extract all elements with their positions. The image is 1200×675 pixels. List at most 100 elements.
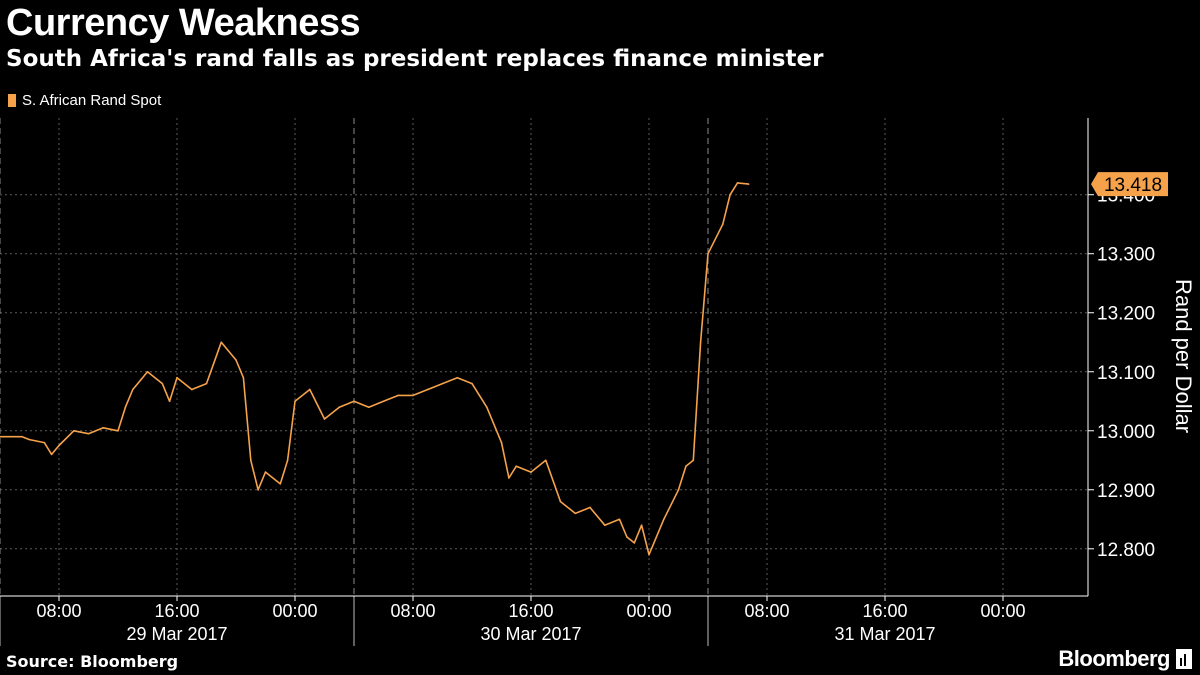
data-point [286,459,289,462]
gridlines [0,118,1088,596]
axes [0,118,1094,646]
data-point [456,376,459,379]
data-point [0,435,1,438]
brand-logo-text: Bloomberg [1058,646,1170,671]
data-point [146,370,149,373]
data-point [294,400,296,403]
data-point [367,406,370,408]
data-point [618,518,621,521]
x-day-label: 30 Mar 2017 [480,624,581,644]
data-point [242,376,245,379]
x-day-label: 29 Mar 2017 [126,624,227,644]
legend-label: S. African Rand Spot [22,92,162,109]
x-tick-label: 00:00 [626,601,671,621]
last-value-label: 13.418 [1104,175,1162,196]
data-point [102,427,105,429]
data-point [677,488,680,491]
data-point [235,359,237,361]
x-tick-label: 16:00 [862,601,907,621]
data-point [87,432,90,435]
brand: Bloomberg [1058,646,1192,672]
data-point [21,435,23,438]
data-point [633,542,636,544]
data-point [72,429,75,432]
x-day-label: 31 Mar 2017 [834,624,935,644]
x-tick-label: 08:00 [36,601,81,621]
data-point [603,524,606,526]
data-point [205,382,208,385]
data-point [353,400,355,403]
y-tick-label: 13.100 [1097,363,1155,384]
data-point [662,518,665,521]
legend: S. African Rand Spot [8,92,161,109]
y-tick-label: 12.900 [1097,481,1155,502]
data-point [338,406,341,408]
chart-subtitle: South Africa's rand falls as president r… [6,46,824,72]
data-point [117,429,119,432]
data-point [161,382,164,385]
x-tick-label: 16:00 [508,601,553,621]
last-value-callout: 13.418 [1091,172,1168,197]
data-point [176,376,178,379]
x-tick-label: 16:00 [154,601,199,621]
data-point [412,394,414,397]
data-point [589,506,591,509]
data-point [124,406,127,408]
data-point [515,465,518,467]
data-point [544,459,547,462]
brand-mark-icon [1176,649,1192,669]
data-point [323,418,326,420]
series-line [0,182,749,556]
data-point [168,400,171,403]
x-tick-label: 00:00 [272,601,317,621]
chart-title: Currency Weakness [6,2,361,44]
data-point [441,382,444,385]
data-point [28,438,31,441]
data-point [736,182,739,184]
data-point [500,441,503,444]
data-point [530,471,532,473]
y-axis-title: Rand per Dollar [1171,279,1196,433]
data-point [648,553,650,556]
data-point [729,193,731,196]
data-point [58,444,60,447]
data-point [692,459,695,462]
data-point [397,394,400,397]
last-value-tag [1091,172,1168,197]
data-point [264,471,267,473]
data-point [190,388,193,391]
data-point [50,453,53,456]
x-tick-label: 08:00 [390,601,435,621]
data-point [43,441,46,444]
y-tick-label: 12.800 [1097,540,1155,561]
y-tick-label: 13.200 [1097,304,1155,325]
data-point [747,183,750,185]
data-point [249,459,252,462]
data-point [220,341,223,344]
y-tick-label: 13.000 [1097,422,1155,443]
data-point [508,477,510,479]
y-tick-label: 13.300 [1097,245,1155,266]
data-point [707,252,709,255]
source-note: Source: Bloomberg [6,652,179,671]
axis-labels: 12.800 12.900 13.000 13.100 13.200 13.300 13.4… [36,172,1196,644]
data-point [721,223,724,226]
data-point [485,406,488,408]
data-point [574,512,577,515]
series-layer [0,182,750,556]
data-point [426,388,429,391]
data-point [131,388,134,391]
data-point [257,488,259,491]
data-point [626,536,628,538]
data-point [471,382,473,385]
data-point [308,388,311,391]
data-point [382,400,385,403]
data-point [699,341,702,344]
x-tick-label: 08:00 [744,601,789,621]
data-point [279,483,282,485]
data-point [685,465,687,467]
legend-swatch [8,94,16,107]
data-point [559,500,562,503]
x-tick-label: 00:00 [980,601,1025,621]
